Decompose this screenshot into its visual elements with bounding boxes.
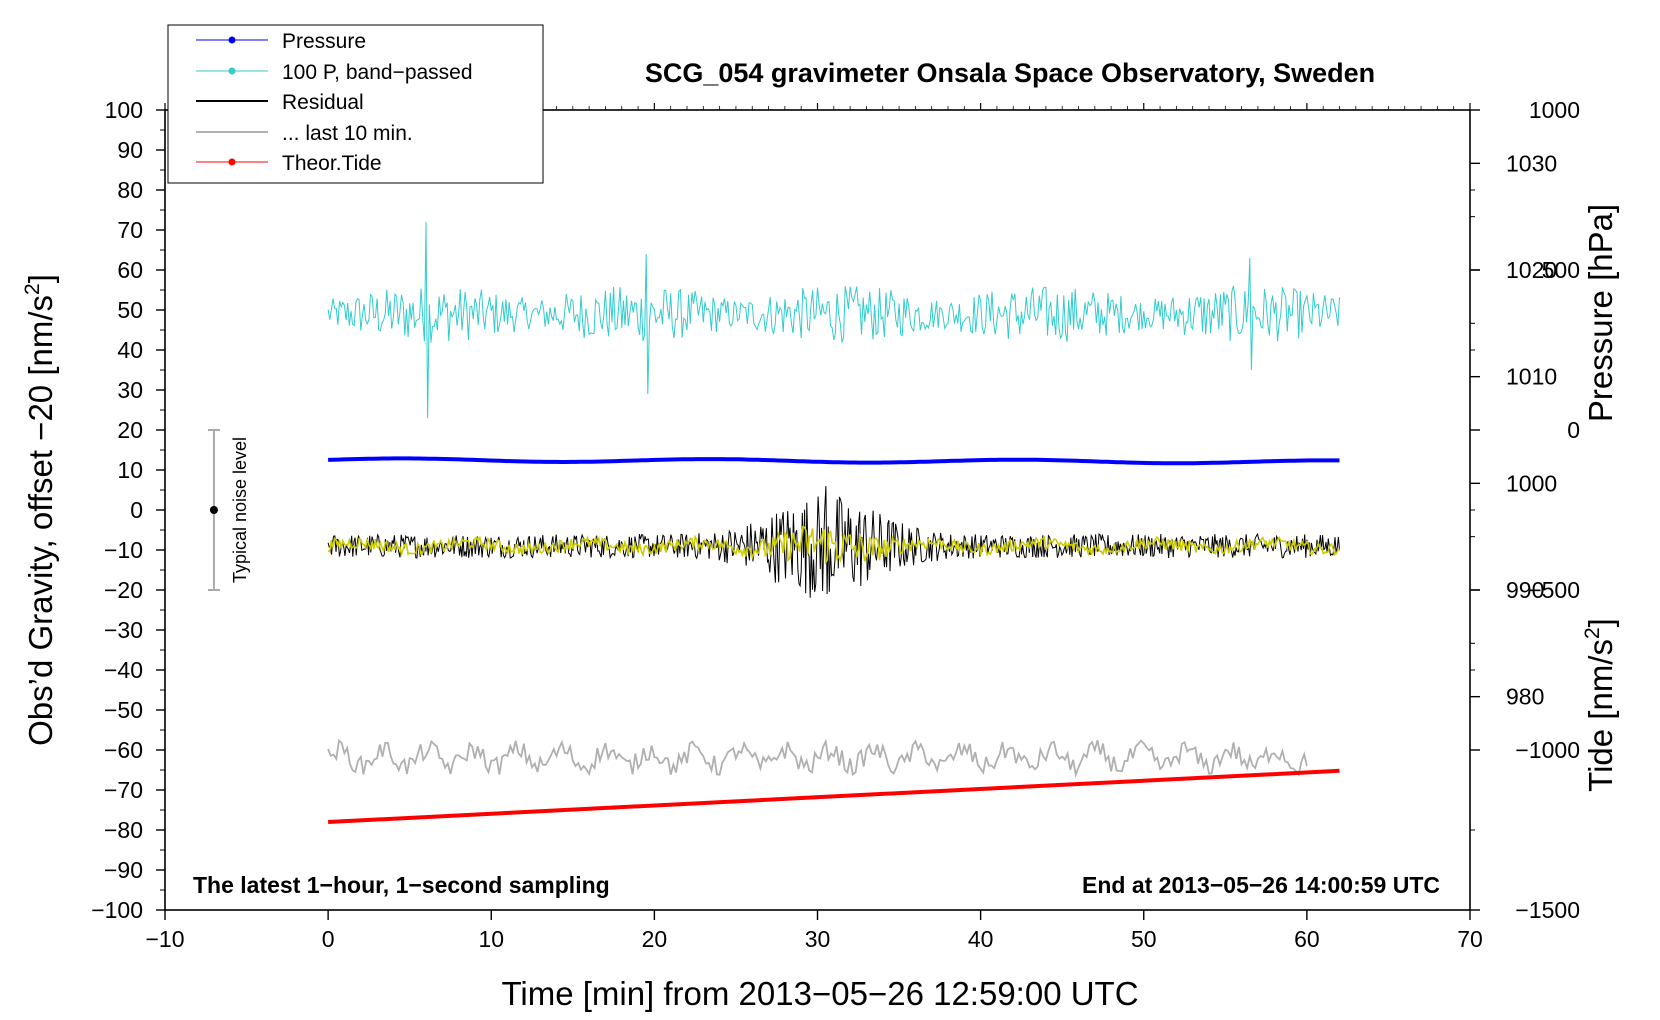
x-tick-label: 10 bbox=[478, 926, 504, 952]
y-tick-label: 30 bbox=[117, 377, 143, 403]
y-axis-title-sup: 2 bbox=[21, 283, 44, 295]
x-tick-label: 70 bbox=[1457, 926, 1483, 952]
y-tick-label: −60 bbox=[104, 737, 143, 763]
axis-ticks: −10 0 10 20 30 40 50 60 701009080706050403020100… bbox=[91, 97, 1580, 952]
pressure-tick-label: 1010 bbox=[1506, 364, 1557, 390]
y-tick-label: 0 bbox=[130, 497, 143, 523]
x-tick-label: 40 bbox=[968, 926, 994, 952]
tide-tick-label: 0 bbox=[1567, 417, 1580, 443]
y-tick-label: 100 bbox=[105, 97, 143, 123]
legend-marker-theor-tide bbox=[228, 158, 236, 166]
tide-tick-label: 500 bbox=[1542, 257, 1580, 283]
x-tick-label: 0 bbox=[322, 926, 335, 952]
chart-title: SCG_054 gravimeter Onsala Space Observat… bbox=[645, 58, 1375, 88]
pressure-tick-label: 1000 bbox=[1506, 470, 1557, 496]
noise-indicator: Typical noise level bbox=[207, 429, 250, 591]
y-tick-label: −50 bbox=[104, 697, 143, 723]
y-tick-label: 80 bbox=[117, 177, 143, 203]
y-tick-label: 90 bbox=[117, 137, 143, 163]
tide-axis-title-sup: 2 bbox=[1581, 627, 1604, 639]
pressure-tick-label: 1020 bbox=[1506, 257, 1557, 283]
tide-tick-label: −1000 bbox=[1515, 737, 1580, 763]
legend-entry-band-passed: 100 P, band−passed bbox=[196, 61, 473, 84]
series-band-passed-pressure bbox=[327, 221, 1340, 419]
y-tick-label: −40 bbox=[104, 657, 143, 683]
tide-axis-title-main: Tide [nm/s bbox=[1582, 639, 1619, 792]
tide-tick-label: 1000 bbox=[1529, 97, 1580, 123]
pressure-tick-label: 990 bbox=[1506, 577, 1544, 603]
noise-center-dot bbox=[209, 506, 218, 514]
series-residual-smoothed bbox=[327, 525, 1341, 566]
y-tick-label: −100 bbox=[91, 897, 143, 923]
noise-label: Typical noise level bbox=[230, 437, 250, 583]
legend-marker-band-passed bbox=[228, 67, 236, 75]
legend: Pressure 100 P, band−passed Residual ...… bbox=[167, 24, 544, 184]
legend-entry-pressure: Pressure bbox=[196, 30, 366, 53]
y-axis-title-end: ] bbox=[22, 274, 59, 283]
legend-label-band-passed: 100 P, band−passed bbox=[282, 61, 473, 84]
legend-entry-residual: Residual bbox=[196, 91, 364, 114]
data-series bbox=[327, 221, 1341, 824]
sampling-note: The latest 1−hour, 1−second sampling bbox=[193, 872, 610, 898]
tide-axis-title-end: ] bbox=[1582, 618, 1619, 627]
legend-label-theor-tide: Theor.Tide bbox=[282, 152, 382, 175]
y-tick-label: −10 bbox=[104, 537, 143, 563]
legend-label-residual: Residual bbox=[282, 91, 364, 114]
series-last-10-min bbox=[327, 738, 1308, 779]
y-tick-label: 20 bbox=[117, 417, 143, 443]
legend-marker-pressure bbox=[228, 36, 236, 44]
series-pressure bbox=[328, 456, 1340, 466]
y-tick-label: 60 bbox=[117, 257, 143, 283]
legend-entry-theor-tide: Theor.Tide bbox=[196, 152, 382, 175]
y-tick-label: −80 bbox=[104, 817, 143, 843]
y-axis-title: Obs’d Gravity, offset −20 [nm/s2] bbox=[21, 274, 59, 746]
y-axis-title-main: Obs’d Gravity, offset −20 [nm/s bbox=[22, 295, 59, 746]
pressure-axis-title: Pressure [hPa] bbox=[1582, 204, 1619, 422]
tide-axis-title: Tide [nm/s2] bbox=[1581, 618, 1619, 792]
x-tick-label: 30 bbox=[805, 926, 831, 952]
x-tick-label: −10 bbox=[145, 926, 184, 952]
legend-label-pressure: Pressure bbox=[282, 30, 366, 53]
pressure-tick-label: 980 bbox=[1506, 684, 1544, 710]
pressure-tick-label: 1030 bbox=[1506, 150, 1557, 176]
y-tick-label: −70 bbox=[104, 777, 143, 803]
end-time-note: End at 2013−05−26 14:00:59 UTC bbox=[1082, 872, 1440, 898]
legend-label-last-10-min: ... last 10 min. bbox=[282, 122, 413, 145]
y-tick-label: −30 bbox=[104, 617, 143, 643]
tide-tick-label: −1500 bbox=[1515, 897, 1580, 923]
x-tick-label: 50 bbox=[1131, 926, 1157, 952]
y-tick-label: −90 bbox=[104, 857, 143, 883]
y-tick-label: 40 bbox=[117, 337, 143, 363]
y-tick-label: 10 bbox=[117, 457, 143, 483]
x-axis-title: Time [min] from 2013−05−26 12:59:00 UTC bbox=[501, 975, 1138, 1012]
y-tick-label: −20 bbox=[104, 577, 143, 603]
series-theor-tide bbox=[328, 768, 1340, 824]
x-tick-label: 60 bbox=[1294, 926, 1320, 952]
series-residual bbox=[327, 485, 1340, 598]
legend-box bbox=[167, 24, 544, 184]
tide-tick-label: −500 bbox=[1528, 577, 1580, 603]
x-tick-label: 20 bbox=[642, 926, 668, 952]
legend-entry-last-10-min: ... last 10 min. bbox=[196, 122, 413, 145]
y-tick-label: 50 bbox=[117, 297, 143, 323]
y-tick-label: 70 bbox=[117, 217, 143, 243]
